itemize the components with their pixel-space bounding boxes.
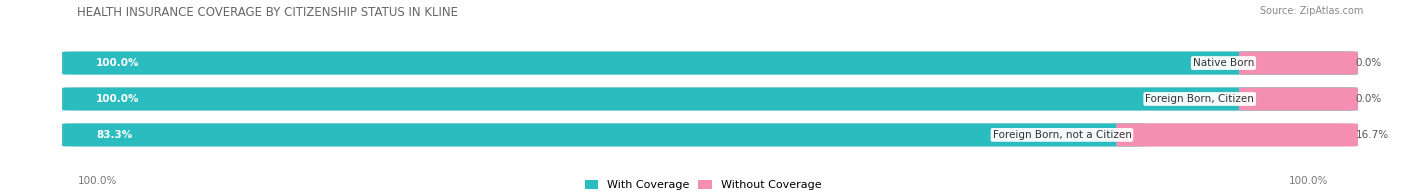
FancyBboxPatch shape [1239,52,1358,75]
Text: 100.0%: 100.0% [1289,176,1329,186]
FancyBboxPatch shape [62,123,1358,146]
FancyBboxPatch shape [62,87,1358,111]
FancyBboxPatch shape [62,87,1358,111]
Text: 83.3%: 83.3% [96,130,132,140]
FancyBboxPatch shape [62,52,1358,75]
Text: 0.0%: 0.0% [1355,94,1382,104]
FancyBboxPatch shape [1116,123,1358,146]
Legend: With Coverage, Without Coverage: With Coverage, Without Coverage [585,180,821,191]
Text: 0.0%: 0.0% [1355,58,1382,68]
Text: 16.7%: 16.7% [1355,130,1389,140]
Text: Foreign Born, Citizen: Foreign Born, Citizen [1146,94,1254,104]
Text: 100.0%: 100.0% [96,58,139,68]
Text: 100.0%: 100.0% [96,94,139,104]
Text: Native Born: Native Born [1192,58,1254,68]
Text: 100.0%: 100.0% [77,176,117,186]
FancyBboxPatch shape [62,123,1147,146]
FancyBboxPatch shape [1239,87,1358,111]
FancyBboxPatch shape [62,52,1358,75]
Text: Foreign Born, not a Citizen: Foreign Born, not a Citizen [993,130,1132,140]
Text: Source: ZipAtlas.com: Source: ZipAtlas.com [1260,6,1364,16]
Text: HEALTH INSURANCE COVERAGE BY CITIZENSHIP STATUS IN KLINE: HEALTH INSURANCE COVERAGE BY CITIZENSHIP… [77,6,458,19]
